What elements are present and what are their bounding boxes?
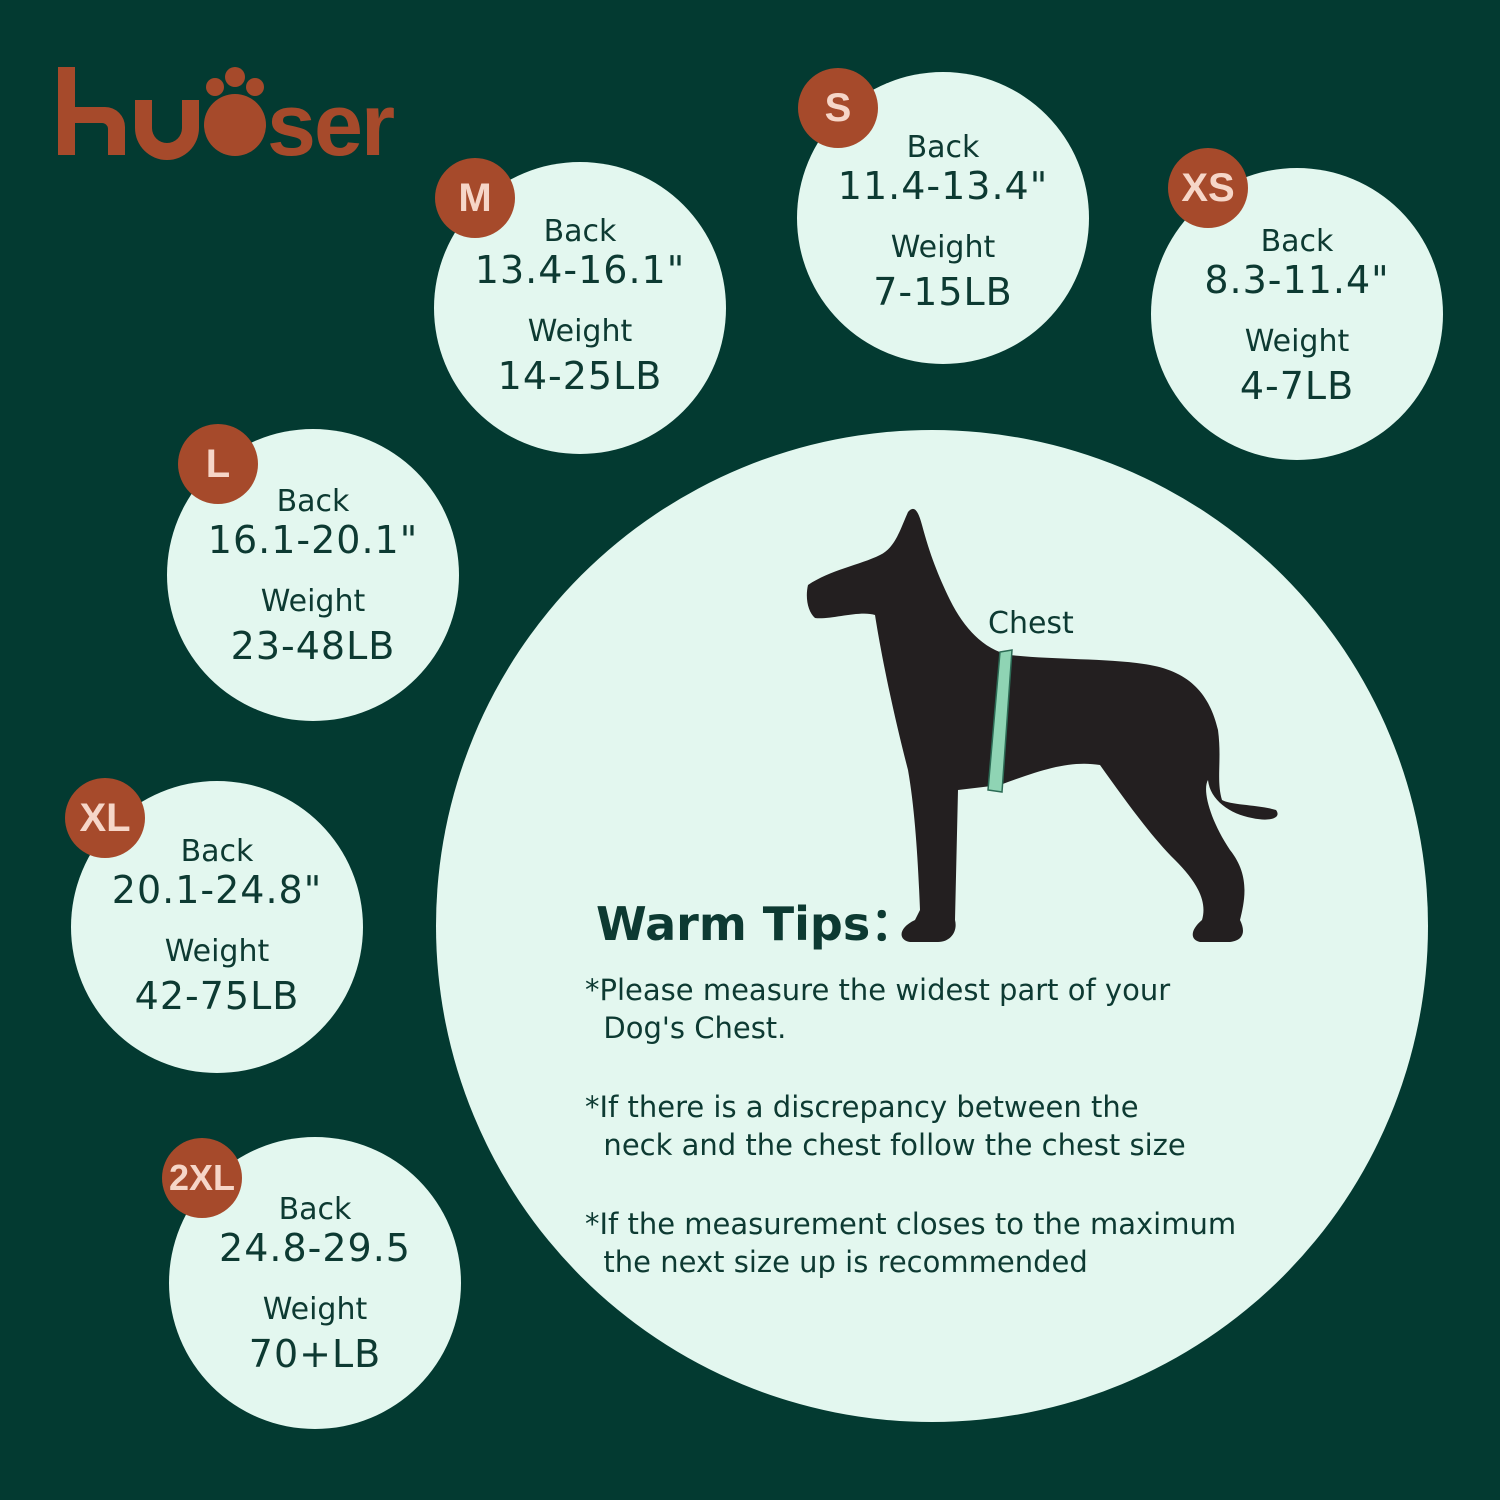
weight-value: 14-25LB (497, 354, 663, 398)
weight-label: Weight (164, 934, 270, 969)
tip-item: *If the measurement closes to the maximu… (585, 1207, 1237, 1279)
weight-value: 42-75LB (134, 974, 300, 1018)
back-label: Back (180, 834, 254, 869)
size-badge-l: L (178, 424, 258, 504)
tips-title: Warm Tips： (596, 897, 917, 951)
back-label: Back (276, 484, 350, 519)
back-label: Back (278, 1192, 352, 1227)
size-card-s: Back 11.4-13.4" Weight 7-15LB (797, 72, 1089, 364)
weight-value: 7-15LB (873, 270, 1013, 314)
size-card-m: Back 13.4-16.1" Weight 14-25LB (434, 162, 726, 454)
svg-text:ser: ser (267, 75, 394, 165)
back-value: 11.4-13.4" (837, 164, 1049, 208)
tip-item: *Please measure the widest part of your … (585, 973, 1171, 1045)
size-badge-2xl: 2XL (162, 1138, 242, 1218)
back-value: 24.8-29.5 (219, 1226, 411, 1270)
back-label: Back (543, 214, 617, 249)
back-label: Back (1260, 224, 1334, 259)
weight-label: Weight (260, 584, 366, 619)
dog-silhouette-icon (806, 508, 1278, 942)
back-value: 8.3-11.4" (1204, 258, 1390, 302)
size-badge-xs: XS (1168, 148, 1248, 228)
back-value: 20.1-24.8" (111, 868, 323, 912)
weight-label: Weight (1244, 324, 1350, 359)
size-badge-s: S (798, 68, 878, 148)
weight-label: Weight (527, 314, 633, 349)
size-badge-m: M (435, 158, 515, 238)
weight-label: Weight (890, 230, 996, 265)
tip-item: *If there is a discrepancy between the n… (585, 1090, 1186, 1162)
chest-label: Chest (988, 606, 1074, 641)
weight-value: 23-48LB (230, 624, 396, 668)
size-badge-xl: XL (65, 778, 145, 858)
back-label: Back (906, 130, 980, 165)
weight-value: 70+LB (248, 1332, 382, 1376)
back-value: 16.1-20.1" (207, 518, 419, 562)
weight-label: Weight (262, 1292, 368, 1327)
back-value: 13.4-16.1" (474, 248, 686, 292)
kuoser-logo: ser (58, 67, 396, 165)
weight-value: 4-7LB (1239, 364, 1355, 408)
